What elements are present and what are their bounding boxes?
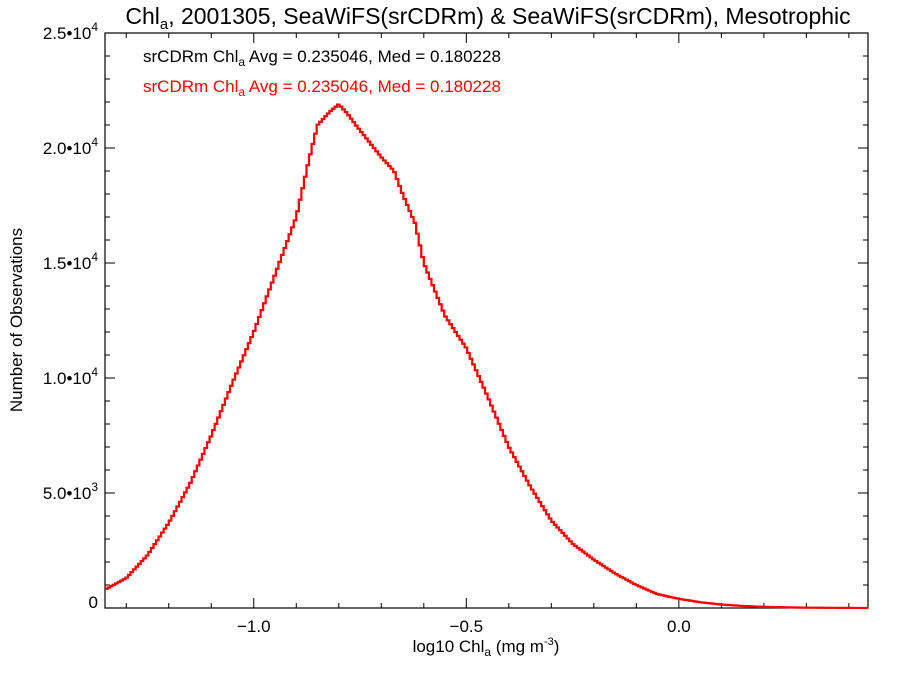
- plot-frame: [104, 32, 869, 609]
- axis-ticks: −1.0 −0.5 0.0 0 5.0•103 1.0•104 1.5•104 2.0•104…: [43, 20, 868, 636]
- x-tick-label: 0.0: [667, 617, 691, 636]
- chart-title: Chla, 2001305, SeaWiFS(srCDRm) & SeaWiFS…: [125, 3, 850, 33]
- x-axis-label: log10 Chla (mg m-3): [413, 636, 560, 659]
- y-axis-label: Number of Observations: [7, 228, 26, 412]
- y-tick-label: 0: [89, 593, 98, 612]
- x-tick-label: −0.5: [450, 617, 484, 636]
- series-layer: [105, 103, 869, 610]
- histogram-series-2: [105, 103, 869, 610]
- legend-entry-2: srCDRm Chla Avg = 0.235046, Med = 0.1802…: [143, 77, 501, 99]
- y-tick-label: 2.5•104: [43, 20, 99, 43]
- x-tick-label: −1.0: [237, 617, 271, 636]
- y-tick-label: 5.0•103: [43, 480, 99, 503]
- y-tick-label: 1.0•104: [43, 365, 99, 388]
- y-tick-label: 2.0•104: [43, 135, 99, 158]
- legend-entry-1: srCDRm Chla Avg = 0.235046, Med = 0.1802…: [143, 47, 501, 69]
- histogram-series-1: [105, 103, 869, 609]
- y-tick-label: 1.5•104: [43, 250, 99, 273]
